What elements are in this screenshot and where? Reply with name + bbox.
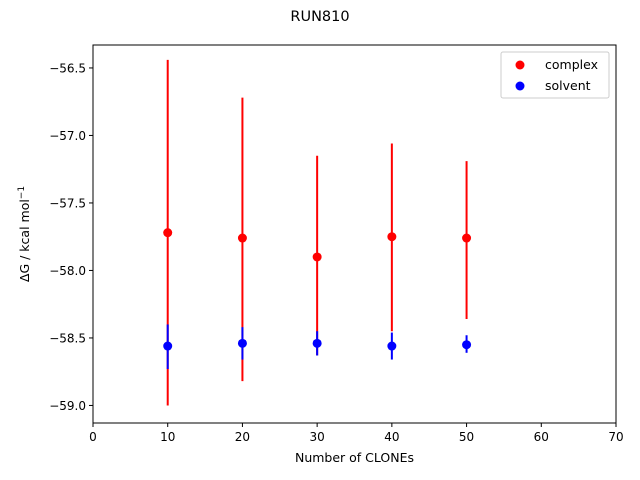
legend-label-complex: complex (545, 57, 598, 72)
x-tick-label-0: 0 (89, 430, 97, 444)
y-axis-label: ΔG / kcal mol−1 (17, 186, 32, 282)
x-tick-label-5: 50 (459, 430, 474, 444)
legend: complex solvent (500, 51, 610, 99)
chart-title: RUN810 (290, 9, 349, 25)
legend-box (500, 51, 610, 99)
y-axis-ticks: −59.0 −58.5 −58.0 −57.5 −57.0 −56.5 (49, 61, 93, 413)
legend-label-solvent: solvent (545, 78, 591, 93)
y-tick-label-3: −57.5 (49, 196, 86, 210)
x-tick-label-4: 40 (384, 430, 399, 444)
legend-marker-complex (515, 60, 525, 70)
y-tick-label-2: −58.0 (49, 264, 86, 278)
x-axis-label: Number of CLONEs (295, 450, 414, 465)
plot-marks (163, 59, 472, 406)
point-solvent-0 (163, 341, 173, 351)
y-tick-label-1: −58.5 (49, 331, 86, 345)
x-tick-label-3: 30 (310, 430, 325, 444)
x-axis-ticks: 0 10 20 30 40 50 60 70 (89, 423, 624, 444)
svg-text:ΔG / kcal mol−1: ΔG / kcal mol−1 (17, 186, 32, 282)
point-solvent-1 (237, 338, 247, 348)
point-complex-4 (462, 233, 472, 243)
point-complex-2 (312, 252, 322, 262)
y-tick-label-4: −57.0 (49, 129, 86, 143)
x-tick-label-1: 10 (160, 430, 175, 444)
x-tick-label-7: 70 (608, 430, 623, 444)
point-complex-0 (163, 228, 173, 238)
point-complex-3 (387, 232, 397, 242)
point-solvent-2 (312, 338, 322, 348)
point-solvent-4 (462, 340, 472, 350)
y-tick-label-5: −56.5 (49, 61, 86, 75)
y-axis-label-main: ΔG / kcal mol (17, 199, 32, 282)
point-solvent-3 (387, 341, 397, 351)
legend-marker-solvent (515, 81, 525, 91)
plot-frame (92, 44, 617, 424)
x-tick-label-2: 20 (235, 430, 250, 444)
point-complex-1 (237, 233, 247, 243)
y-tick-label-0: −59.0 (49, 399, 86, 413)
x-tick-label-6: 60 (534, 430, 549, 444)
y-axis-label-superscript: −1 (17, 186, 27, 199)
